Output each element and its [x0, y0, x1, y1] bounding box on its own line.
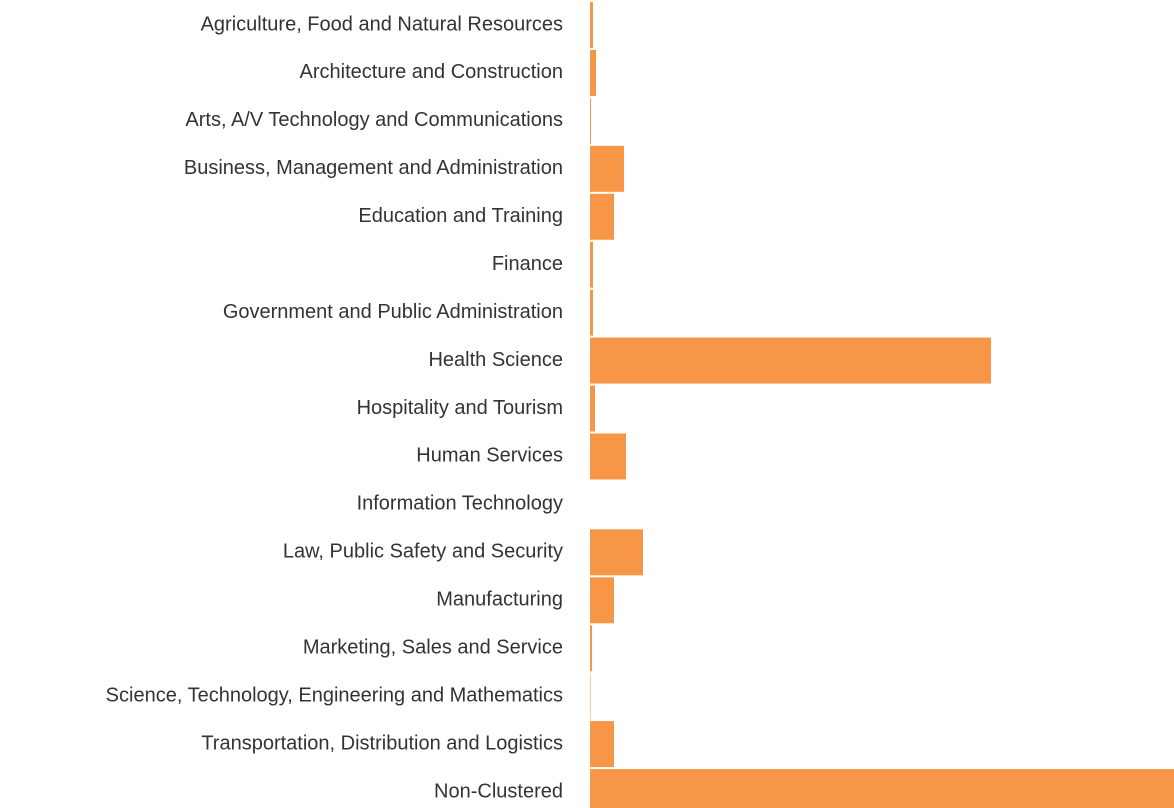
bar [590, 289, 593, 336]
bar [590, 577, 614, 624]
y-tick-label: Education and Training [358, 205, 563, 227]
y-tick-label: Agriculture, Food and Natural Resources [201, 13, 563, 35]
bar [590, 193, 614, 240]
bar [590, 529, 643, 576]
bar [590, 385, 595, 432]
y-tick-label: Law, Public Safety and Security [283, 541, 563, 563]
y-tick-label: Hospitality and Tourism [357, 397, 563, 419]
y-tick-label: Finance [492, 253, 563, 275]
y-tick-label: Transportation, Distribution and Logisti… [201, 732, 563, 754]
y-tick-label: Health Science [428, 349, 563, 371]
y-tick-label: Government and Public Administration [223, 301, 563, 323]
y-tick-label: Non-Clustered [434, 780, 563, 802]
bar [590, 625, 592, 672]
bar [590, 433, 626, 480]
y-tick-label: Arts, A/V Technology and Communications [185, 109, 563, 131]
y-tick-label: Science, Technology, Engineering and Mat… [106, 684, 563, 706]
bar [590, 49, 596, 96]
bar [590, 145, 624, 192]
y-tick-label: Human Services [416, 445, 563, 467]
bar [590, 721, 614, 768]
y-tick-label: Business, Management and Administration [184, 157, 563, 179]
bar [590, 97, 591, 144]
y-tick-label: Manufacturing [436, 589, 563, 611]
bar [590, 673, 591, 720]
bar [590, 2, 593, 48]
y-tick-label: Information Technology [357, 493, 563, 515]
y-tick-label: Marketing, Sales and Service [303, 637, 563, 659]
bar [590, 337, 991, 384]
bar [590, 769, 1174, 808]
bar [590, 241, 593, 288]
y-tick-label: Architecture and Construction [300, 61, 563, 83]
